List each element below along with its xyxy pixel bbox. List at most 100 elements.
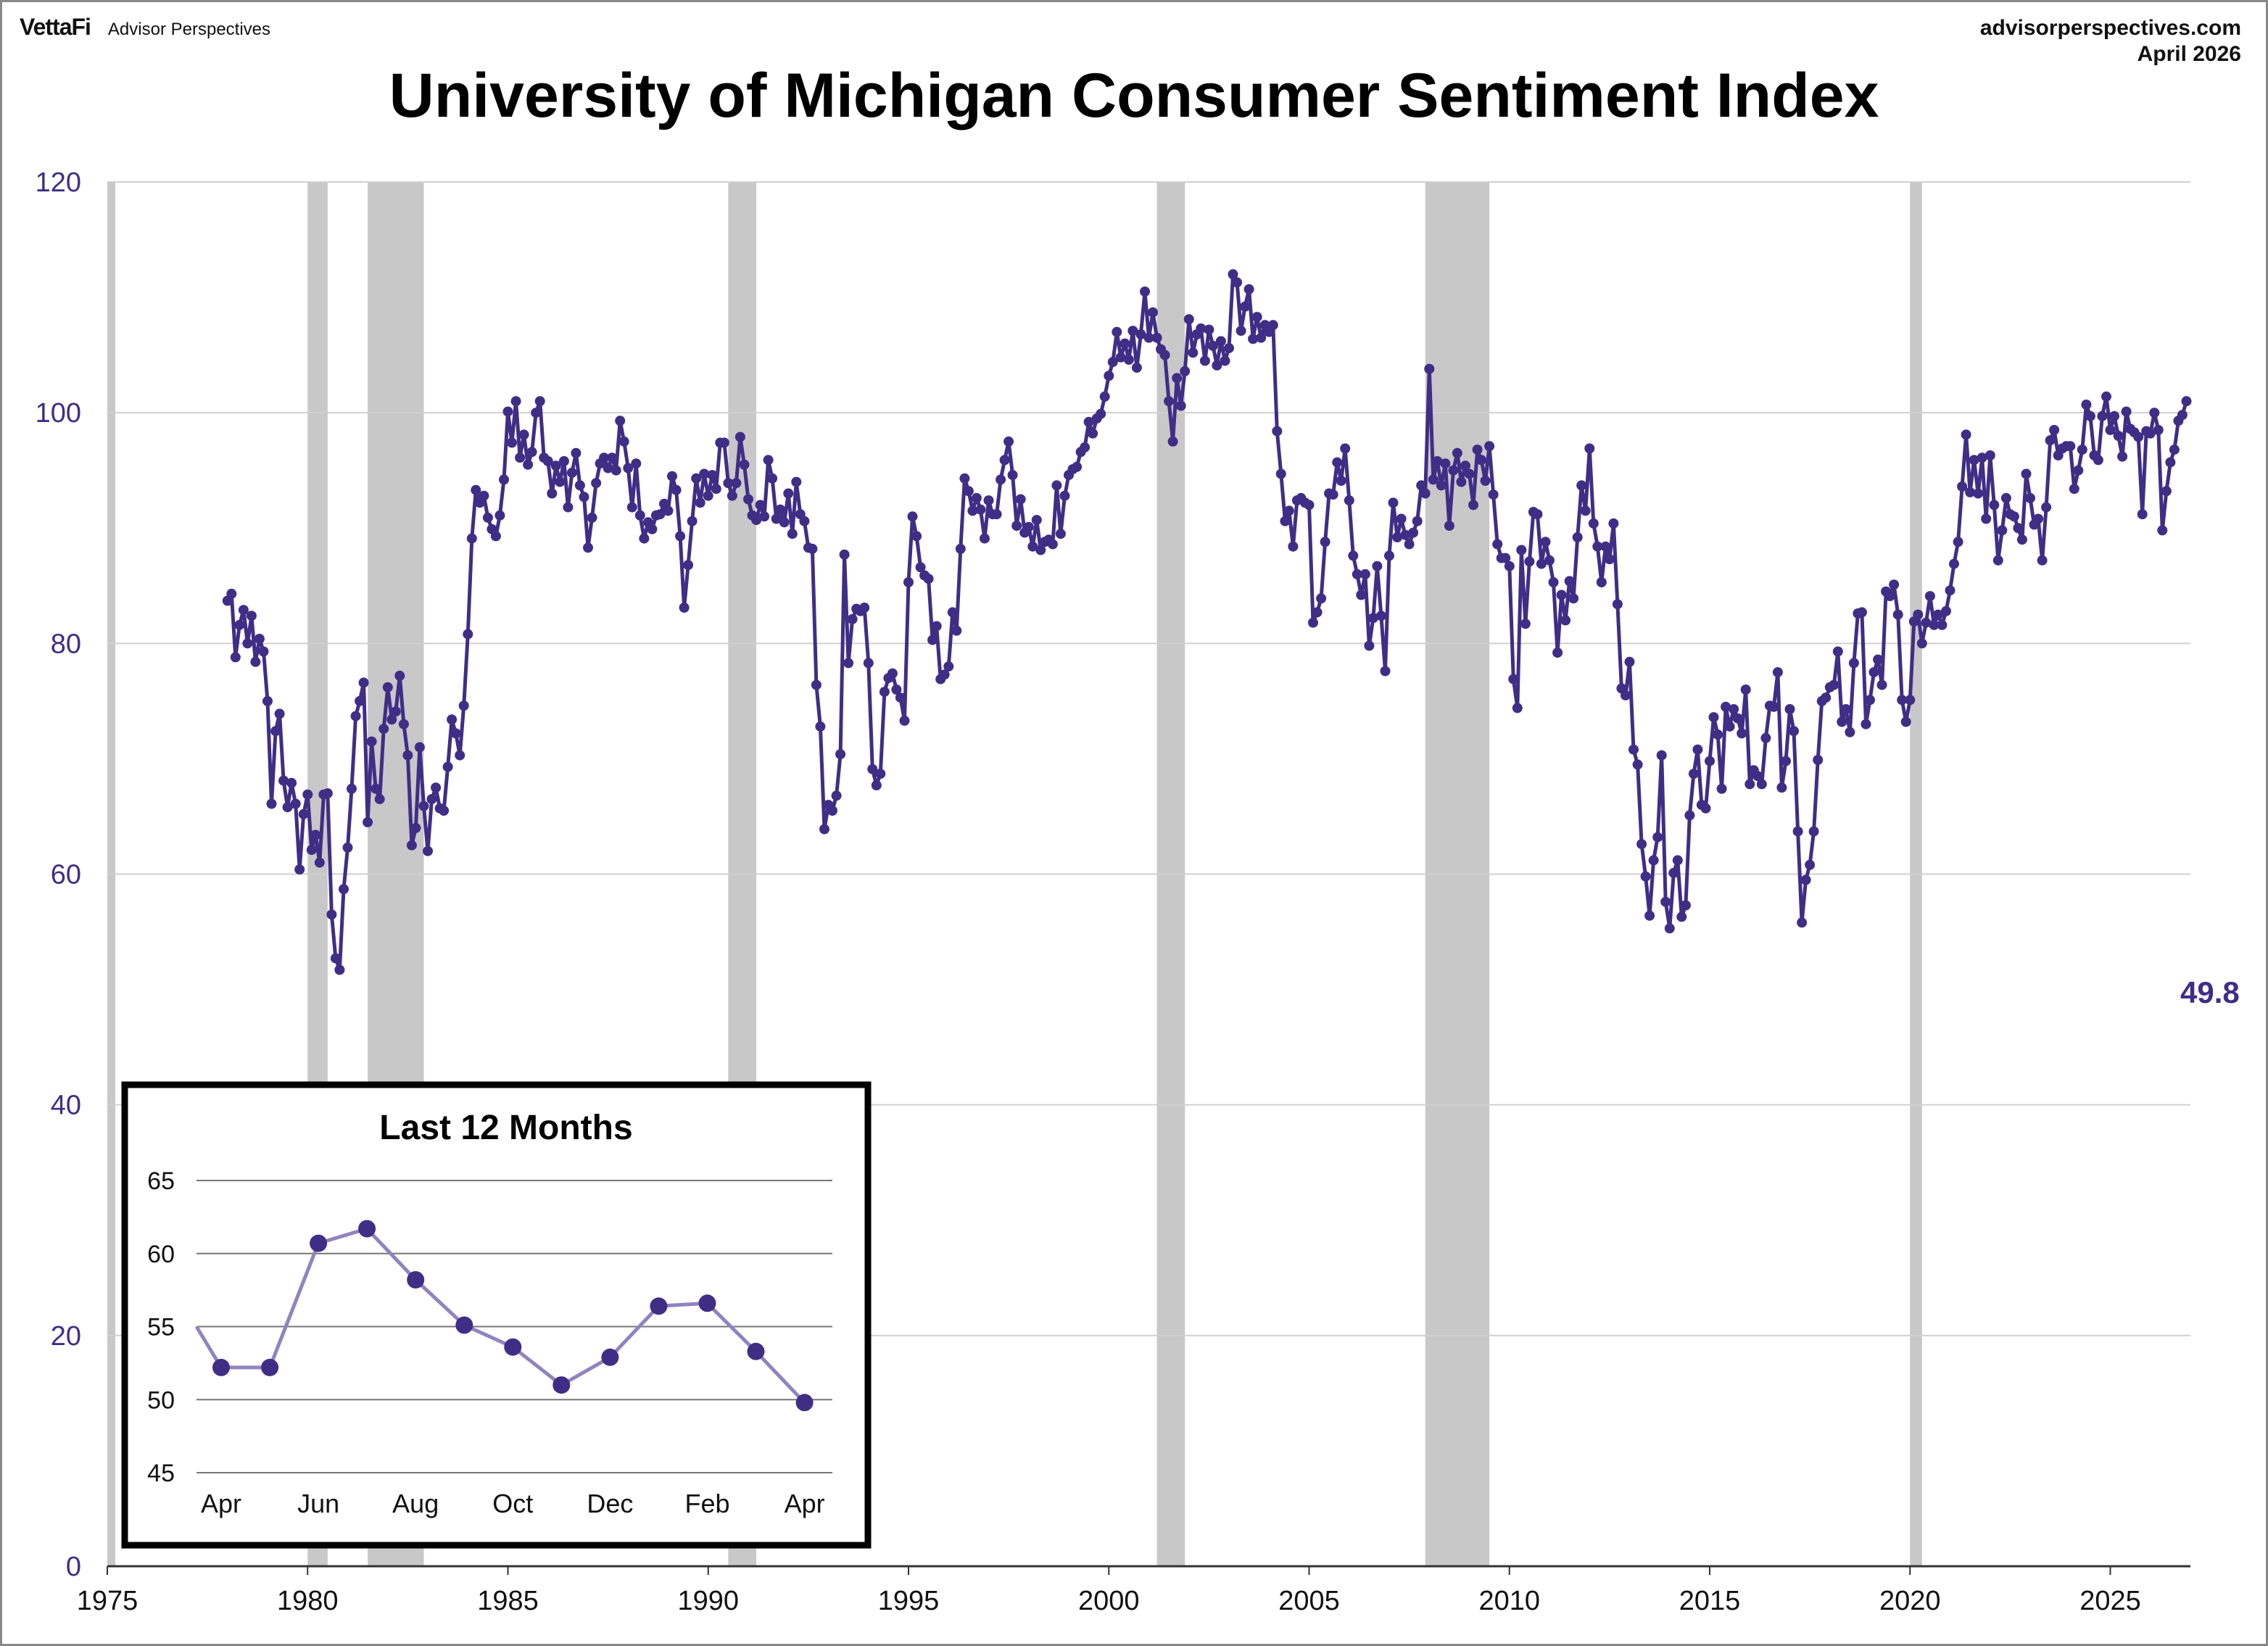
data-point [1644,910,1655,921]
data-point [1312,607,1323,618]
data-point [1096,408,1106,419]
data-point [1713,729,1723,740]
data-point [931,621,942,632]
data-point [1344,495,1354,506]
data-point [502,406,513,417]
data-point [410,822,421,833]
data-point [1424,363,1435,374]
data-point [463,629,473,640]
data-point [571,447,582,458]
vettafi-logo[interactable]: VettaFi [20,14,91,40]
data-point [1375,611,1386,621]
data-point [246,611,257,621]
data-point [1684,810,1695,821]
data-point [1220,355,1230,366]
inset-y-tick-label: 60 [147,1241,175,1268]
data-point [1840,704,1851,714]
data-point [734,431,745,442]
data-point [727,490,737,501]
data-point [1167,436,1178,447]
data-point [286,777,297,788]
data-point [1204,324,1214,335]
data-point [2093,455,2103,466]
data-point [1131,363,1142,373]
data-point [1821,692,1832,703]
data-point [1837,716,1847,727]
data-point [1104,371,1114,381]
data-point [631,458,642,469]
data-point [1408,527,1419,538]
data-point [1367,613,1378,624]
data-point [1051,480,1062,491]
data-point [1059,490,1070,501]
inset-data-point [455,1316,473,1334]
data-point [2121,406,2132,417]
data-point [234,619,245,630]
data-point [1328,489,1338,500]
data-point [414,742,425,753]
data-point [1580,505,1591,516]
data-point [2161,486,2172,497]
data-point [1716,783,1727,794]
data-point [1099,391,1110,402]
x-tick-label: 2015 [1679,1586,1741,1616]
data-point [1984,450,1995,460]
data-point [1632,759,1643,770]
data-point [550,460,561,471]
data-point [763,455,774,466]
data-point [406,840,417,851]
data-point [767,473,778,484]
data-point [1180,365,1191,376]
data-point [603,463,613,473]
data-point [1721,701,1731,712]
data-point [991,509,1002,520]
data-point [1789,726,1799,737]
data-point [447,714,458,725]
data-point [1556,590,1567,600]
data-point [971,492,982,503]
data-point [947,607,958,618]
data-point [1668,867,1679,878]
data-point [879,687,890,698]
data-point [1865,695,1875,706]
data-point [1188,347,1199,358]
inset-y-tick-label: 45 [147,1460,175,1487]
data-point [1236,326,1246,336]
data-point [1492,539,1503,550]
data-point [1440,458,1451,469]
data-point [2065,441,2076,452]
inset-data-point [650,1297,668,1315]
data-point [1320,537,1330,547]
data-point [1628,744,1639,755]
data-point [2033,513,2044,524]
x-tick-label: 1975 [77,1586,138,1616]
data-point [1568,593,1579,604]
y-tick-label: 40 [51,1091,81,1121]
data-point [647,524,658,534]
data-point [1488,489,1499,500]
inset-frame [121,1081,872,1549]
data-point [1372,561,1383,571]
data-point [1892,609,1903,620]
data-point [1003,436,1014,447]
data-point [1797,917,1808,928]
site-url[interactable]: advisorperspectives.com [1979,16,2241,40]
data-point [1957,481,1968,492]
data-point [1480,476,1491,486]
data-point [1464,468,1475,479]
publish-date: April 2026 [2137,42,2241,66]
data-point [1148,307,1158,318]
inset-data-point [552,1376,571,1394]
data-point [783,488,794,499]
data-point [1845,727,1855,737]
data-point [759,511,770,522]
data-point [1969,455,1979,466]
inset-data-point [407,1271,425,1289]
data-point [899,715,910,726]
data-point [1452,447,1462,458]
data-point [298,808,309,819]
data-point [1460,460,1470,471]
data-point [655,509,666,520]
data-point [1781,756,1791,766]
data-point [1740,685,1751,695]
